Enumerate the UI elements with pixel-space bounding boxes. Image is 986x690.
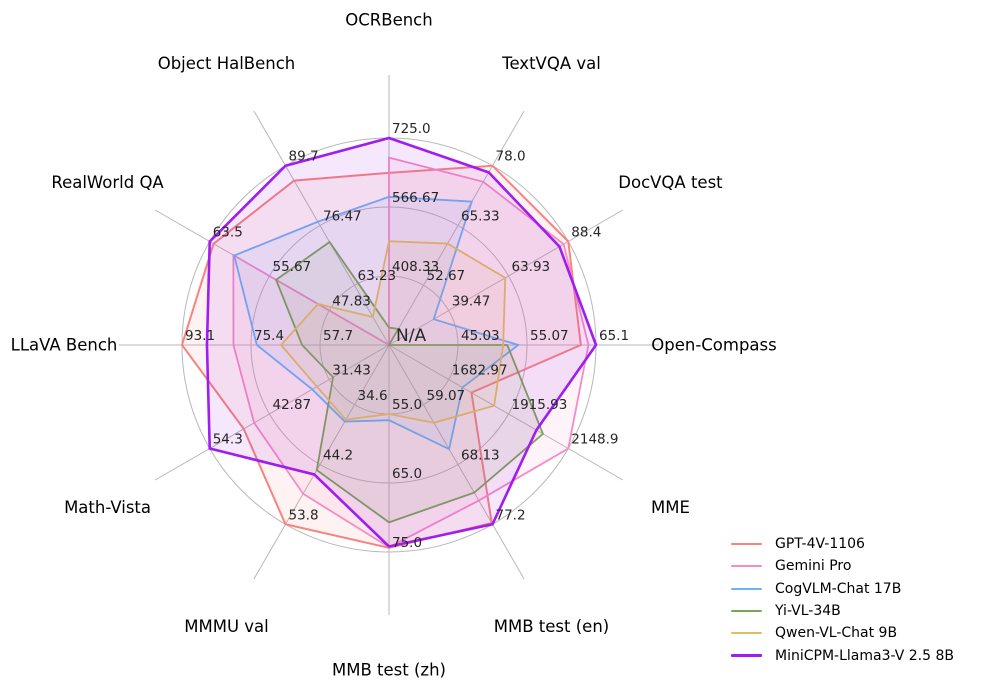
- tick-label-realworld-qa-0: 47.83: [332, 294, 371, 310]
- axis-title-math-vista: Math-Vista: [64, 498, 151, 517]
- legend-label: MiniCPM-Llama3-V 2.5 8B: [775, 647, 954, 664]
- legend-swatch: [731, 565, 762, 568]
- tick-label-mmb-test-zh-1: 65.0: [392, 466, 422, 482]
- tick-label-realworld-qa-2: 63.5: [213, 225, 243, 241]
- legend-label: CogVLM-Chat 17B: [775, 580, 902, 597]
- axis-spoke-textvqa-val: [388, 110, 525, 346]
- axis-spoke-math-vista: [154, 344, 390, 481]
- axis-title-object-halbench: Object HalBench: [158, 54, 296, 73]
- tick-label-docvqa-test-1: 63.93: [512, 259, 551, 275]
- legend-label: GPT-4V-1106: [775, 536, 865, 553]
- legend-item-gpt-4v-1106: GPT-4V-1106: [731, 533, 954, 555]
- tick-label-docvqa-test-2: 88.4: [571, 225, 601, 241]
- legend-item-yi-vl-34b: Yi-VL-34B: [731, 600, 954, 622]
- tick-label-math-vista-1: 42.87: [272, 397, 311, 413]
- axis-title-mme: MME: [651, 498, 690, 517]
- legend-item-gemini-pro: Gemini Pro: [731, 555, 954, 577]
- tick-label-mmb-test-en-0: 59.07: [427, 388, 466, 404]
- tick-label-object-halbench-0: 63.23: [358, 268, 397, 284]
- tick-label-open-compass-0: 45.03: [461, 328, 500, 344]
- axis-title-mmb-test-en: MMB test (en): [494, 617, 609, 636]
- tick-label-mmb-test-zh-0: 55.0: [392, 397, 422, 413]
- tick-label-mmb-test-zh-2: 75.0: [392, 535, 422, 551]
- axis-spoke-mmmu-val: [253, 344, 390, 580]
- series-line-minicpm-llama3-v-2-5-8b: [205, 136, 598, 548]
- legend-swatch: [731, 543, 762, 546]
- tick-label-realworld-qa-1: 55.67: [272, 259, 311, 275]
- axis-title-ocrbench: OCRBench: [345, 11, 432, 30]
- tick-label-mme-2: 2148.9: [571, 432, 618, 448]
- tick-label-textvqa-val-2: 78.0: [496, 149, 526, 165]
- tick-label-object-halbench-1: 76.47: [323, 208, 362, 224]
- series-fill-qwen-vl-chat-9b: [281, 241, 506, 423]
- tick-label-llava-bench-1: 75.4: [254, 328, 284, 344]
- tick-label-mmmu-val-0: 34.6: [358, 388, 388, 404]
- series-line-cogvlm-chat-17b: [233, 195, 521, 451]
- legend-label: Gemini Pro: [775, 558, 852, 575]
- series-fill-gpt-4v-1106: [182, 165, 581, 548]
- series-fill-yi-vl-34b: [276, 242, 543, 523]
- tick-label-mmb-test-en-1: 68.13: [461, 448, 500, 464]
- tick-label-mme-1: 1915.93: [512, 397, 568, 413]
- legend-label: Yi-VL-34B: [775, 603, 841, 620]
- tick-label-llava-bench-2: 93.1: [185, 328, 215, 344]
- tick-label-textvqa-val-0: 52.67: [427, 268, 466, 284]
- legend-swatch: [731, 610, 762, 613]
- tick-label-open-compass-1: 55.07: [530, 328, 569, 344]
- axis-spoke-mmb-test-en: [388, 344, 525, 580]
- series-fill-minicpm-llama3-v-2-5-8b: [206, 138, 596, 547]
- legend: GPT-4V-1106 Gemini Pro CogVLM-Chat 17B Y…: [731, 533, 954, 667]
- tick-label-ocrbench-2: 725.0: [392, 121, 431, 137]
- series-line-qwen-vl-chat-9b: [279, 240, 507, 424]
- axis-title-llava-bench: LLaVA Bench: [11, 336, 118, 355]
- legend-item-minicpm-llama3-v-2-5-8b: MiniCPM-Llama3-V 2.5 8B: [731, 644, 954, 666]
- series-fill-gemini-pro: [233, 157, 589, 548]
- tick-label-ocrbench-0: 408.33: [392, 259, 439, 275]
- axis-title-mmb-test-zh: MMB test (zh): [332, 661, 446, 680]
- tick-label-math-vista-2: 54.3: [213, 432, 243, 448]
- legend-label: Qwen-VL-Chat 9B: [775, 625, 898, 642]
- tick-label-mmb-test-en-2: 77.2: [496, 507, 526, 523]
- tick-label-mme-0: 1682.97: [452, 363, 508, 379]
- legend-swatch: [731, 654, 762, 658]
- series-line-yi-vl-34b: [275, 240, 545, 524]
- legend-item-cogvlm-chat-17b: CogVLM-Chat 17B: [731, 578, 954, 600]
- tick-label-object-halbench-2: 89.7: [289, 149, 319, 165]
- tick-label-mmmu-val-2: 53.8: [289, 507, 319, 523]
- tick-label-math-vista-0: 31.43: [332, 363, 371, 379]
- axis-title-docvqa-test: DocVQA test: [618, 173, 723, 192]
- tick-label-textvqa-val-1: 65.33: [461, 208, 500, 224]
- legend-item-qwen-vl-chat-9b: Qwen-VL-Chat 9B: [731, 622, 954, 644]
- center-na-label: N/A: [396, 326, 426, 346]
- tick-label-mmmu-val-1: 44.2: [323, 448, 353, 464]
- tick-label-open-compass-2: 65.1: [599, 328, 629, 344]
- axis-spoke-mme: [388, 344, 624, 481]
- axis-title-open-compass: Open-Compass: [651, 336, 777, 355]
- legend-swatch: [731, 587, 762, 590]
- axis-title-mmmu-val: MMMU val: [184, 617, 269, 636]
- tick-label-llava-bench-0: 57.7: [323, 328, 353, 344]
- axis-title-realworld-qa: RealWorld QA: [51, 173, 164, 192]
- tick-label-ocrbench-1: 566.67: [392, 190, 439, 206]
- axis-title-textvqa-val: TextVQA val: [501, 54, 601, 73]
- tick-label-docvqa-test-0: 39.47: [452, 294, 491, 310]
- legend-swatch: [731, 632, 762, 635]
- axis-spoke-object-halbench: [253, 110, 390, 346]
